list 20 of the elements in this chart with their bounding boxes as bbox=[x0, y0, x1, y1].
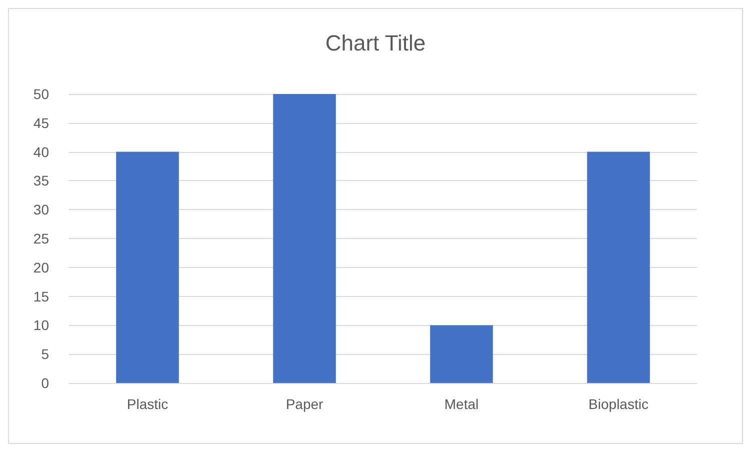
x-tick-label: Paper bbox=[286, 396, 324, 412]
bar bbox=[273, 94, 336, 383]
y-tick-label: 25 bbox=[33, 230, 50, 246]
x-tick-label: Plastic bbox=[126, 396, 168, 412]
y-tick-label: 0 bbox=[41, 375, 50, 391]
y-tick-label: 15 bbox=[33, 288, 50, 304]
y-tick-label: 35 bbox=[33, 172, 50, 189]
bar bbox=[587, 152, 650, 383]
y-tick-label: 5 bbox=[41, 346, 50, 362]
y-tick-label: 30 bbox=[33, 202, 50, 218]
y-tick-label: 40 bbox=[33, 144, 50, 160]
y-tick-label: 20 bbox=[33, 259, 50, 276]
x-tick-label: Metal bbox=[444, 396, 479, 412]
bar bbox=[116, 152, 179, 383]
y-tick-label: 45 bbox=[33, 114, 50, 131]
x-tick-label: Bioplastic bbox=[588, 396, 648, 412]
y-tick-label: 50 bbox=[33, 86, 50, 102]
bar bbox=[430, 325, 493, 383]
y-tick-label: 10 bbox=[33, 317, 50, 334]
chart-title: Chart Title bbox=[325, 30, 426, 56]
